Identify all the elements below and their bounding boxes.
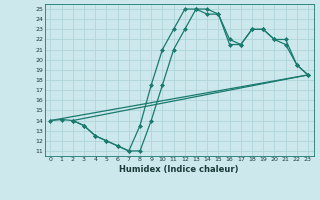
X-axis label: Humidex (Indice chaleur): Humidex (Indice chaleur) <box>119 165 239 174</box>
